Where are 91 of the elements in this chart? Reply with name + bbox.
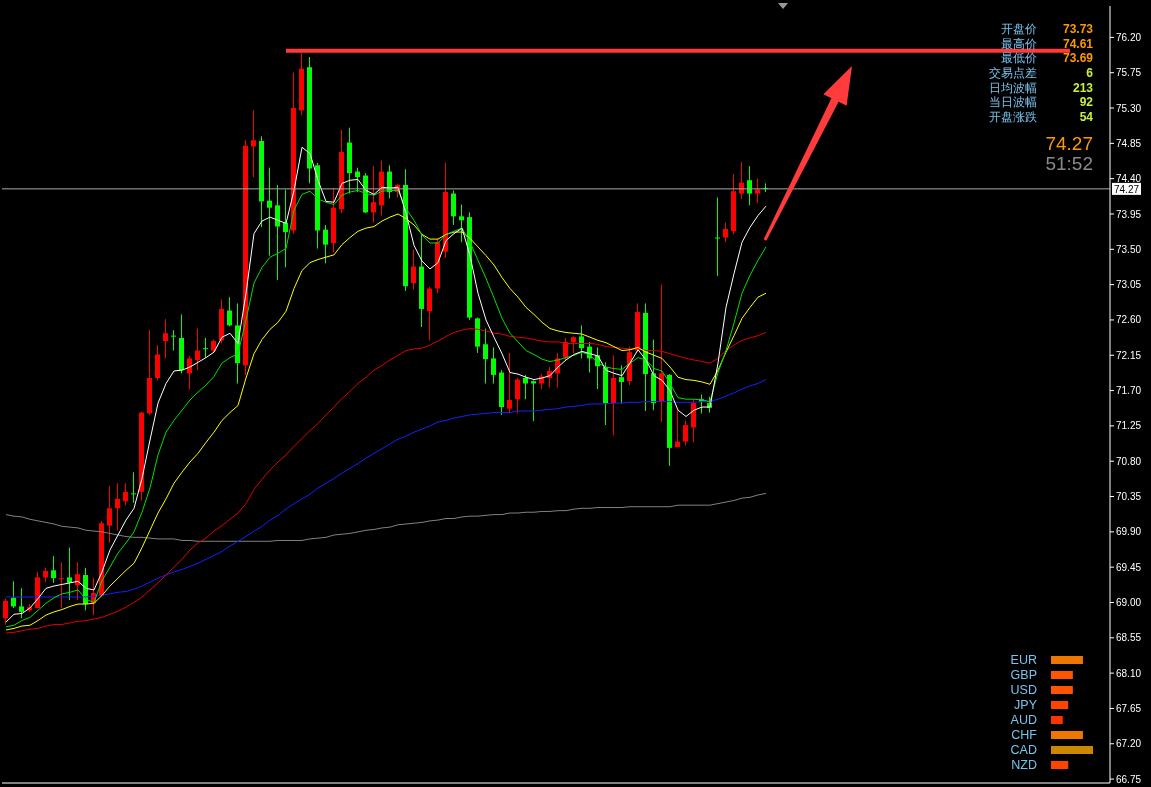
candlestick <box>163 318 168 359</box>
candlestick <box>515 377 520 414</box>
candlestick <box>755 178 760 204</box>
candlestick <box>3 598 8 625</box>
candlestick <box>67 547 72 601</box>
annotation: 51:52 <box>1045 153 1093 175</box>
y-tick-label: 73.50 <box>1116 243 1142 255</box>
y-tick-label: CAD <box>1010 742 1037 757</box>
y-tick-label: EUR <box>1010 652 1037 667</box>
line-series <box>5 328 767 634</box>
candlestick <box>507 352 512 414</box>
candlestick <box>11 580 16 609</box>
text: 日均波幅 213 <box>989 80 1093 95</box>
y-tick-label: 66.75 <box>1116 773 1142 785</box>
candlestick <box>523 374 528 400</box>
candlestick <box>723 222 728 243</box>
candlestick <box>411 248 416 290</box>
y-tick-label: 67.65 <box>1116 702 1142 714</box>
y-tick-label: 74.40 <box>1116 173 1142 185</box>
candlestick <box>619 364 624 404</box>
candlestick <box>355 167 360 193</box>
candlestick <box>59 561 64 609</box>
y-tick-label: 75.75 <box>1116 67 1142 79</box>
y-tick-label: 75.30 <box>1116 102 1142 114</box>
y-tick-label: GBP <box>1010 667 1037 682</box>
candlestick <box>323 224 328 264</box>
bar <box>1051 701 1069 709</box>
candlestick <box>715 197 720 277</box>
candlestick <box>187 355 192 390</box>
candlestick <box>19 587 24 619</box>
y-tick-label: USD <box>1010 682 1037 697</box>
y-tick-label: 68.10 <box>1116 667 1142 679</box>
candlestick <box>683 419 688 447</box>
candlestick <box>171 329 176 352</box>
y-tick-label: CHF <box>1011 727 1038 742</box>
y-tick-label: 67.20 <box>1116 738 1142 750</box>
candlestick <box>123 482 128 506</box>
bar <box>1051 761 1069 769</box>
bar <box>1051 686 1073 694</box>
y-tick-label: AUD <box>1010 712 1037 727</box>
text: 最低价 73.69 <box>1001 51 1093 66</box>
text: 开盘价 73.73 <box>1001 22 1093 36</box>
candlestick <box>107 485 112 544</box>
candlestick <box>451 189 456 226</box>
y-tick-label: 76.20 <box>1116 31 1142 43</box>
y-tick-label: 69.00 <box>1116 597 1142 609</box>
text: 交易点差 6 <box>989 66 1093 80</box>
y-tick-label: NZD <box>1011 757 1037 772</box>
candlestick <box>51 555 56 584</box>
y-tick-label: 69.90 <box>1116 526 1142 538</box>
candlestick <box>131 471 136 504</box>
y-tick-label: 73.05 <box>1116 279 1142 291</box>
candlestick <box>579 324 584 359</box>
y-tick-label: 68.55 <box>1116 632 1142 644</box>
bar <box>1051 656 1083 664</box>
candlestick <box>115 482 120 531</box>
candlestick <box>483 328 488 385</box>
text: 开盘涨跌 54 <box>989 110 1093 125</box>
y-tick-label: 69.45 <box>1116 561 1142 573</box>
candlestick <box>203 337 208 359</box>
bar <box>1051 731 1083 739</box>
bar <box>1051 716 1063 724</box>
y-tick-label: 70.35 <box>1116 491 1142 503</box>
ref-line-label: 74.27 <box>1114 183 1140 195</box>
candlestick <box>195 328 200 371</box>
bar <box>1051 671 1073 679</box>
text: 当日波幅 92 <box>989 95 1093 110</box>
line-series <box>5 492 767 542</box>
candlestick <box>747 165 752 206</box>
y-tick-label: 72.60 <box>1116 314 1142 326</box>
candlestick <box>251 109 256 178</box>
candlestick <box>491 346 496 385</box>
candlestick <box>427 286 432 341</box>
y-tick-label: 71.25 <box>1116 420 1142 432</box>
candlestick <box>267 167 272 257</box>
y-tick-label: 70.80 <box>1116 455 1142 467</box>
candlestick <box>275 184 280 281</box>
candlestick <box>675 409 680 448</box>
y-tick-label: 73.95 <box>1116 208 1142 220</box>
candlestick <box>459 204 464 243</box>
candlestick <box>531 379 536 422</box>
y-tick-label: 72.15 <box>1116 349 1142 361</box>
bar <box>1051 746 1093 754</box>
candlestick <box>155 344 160 381</box>
y-tick-label: JPY <box>1014 697 1038 712</box>
y-tick-label: 74.85 <box>1116 137 1142 149</box>
text: 最高价 74.61 <box>1001 36 1093 51</box>
y-tick-label: 71.70 <box>1116 385 1142 397</box>
candlestick <box>227 296 232 327</box>
candlestick <box>371 165 376 224</box>
annotation: 74.27 <box>1045 133 1093 155</box>
